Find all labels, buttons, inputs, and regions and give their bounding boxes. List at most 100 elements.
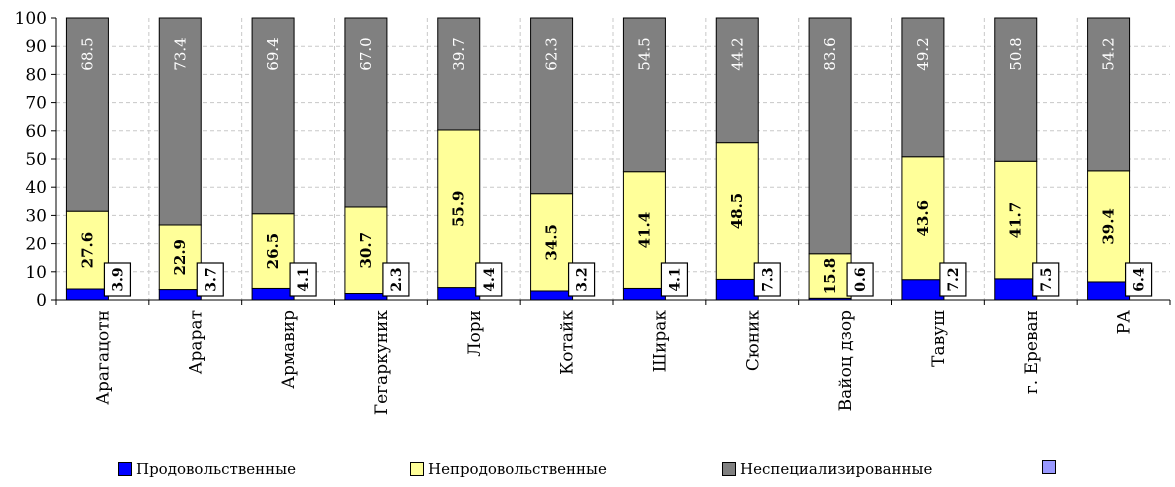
bar-nonspecialized xyxy=(622,17,666,173)
category-label: Тавуш xyxy=(929,310,949,367)
category-label: Лори xyxy=(465,310,485,357)
data-label-box-food xyxy=(846,262,874,297)
bar-nonspecialized xyxy=(901,17,945,158)
data-label-nonfood: 34.5 xyxy=(543,224,561,261)
bar-food xyxy=(251,287,295,301)
bar-nonspecialized xyxy=(437,17,481,131)
data-label-nonfood: 26.5 xyxy=(264,233,282,270)
data-label-nonspecialized: 50.8 xyxy=(1007,37,1025,70)
data-label-box-food xyxy=(382,262,410,297)
data-label-nonspecialized: 83.6 xyxy=(821,37,839,70)
bar-nonspecialized xyxy=(344,17,388,208)
legend-item-nonfood: Непродовольственные xyxy=(410,460,607,478)
bar-nonspecialized xyxy=(1087,17,1131,172)
data-label-nonfood: 15.8 xyxy=(821,258,839,295)
legend-label-food: Продовольственные xyxy=(136,460,296,478)
legend: Продовольственные Непродовольственные Не… xyxy=(0,460,1175,482)
y-tick-label: 10 xyxy=(25,263,47,283)
y-tick-label: 20 xyxy=(25,235,47,255)
legend-label-nonspecialized: Неспециализированные xyxy=(740,460,933,478)
data-label-nonspecialized: 39.7 xyxy=(450,37,468,70)
bar-food xyxy=(530,290,574,301)
bar-nonspecialized xyxy=(251,17,295,215)
legend-item-empty xyxy=(1042,460,1060,474)
bar-nonfood xyxy=(715,142,759,280)
bar-nonfood xyxy=(251,213,295,289)
bar-food xyxy=(715,278,759,301)
bar-food xyxy=(344,293,388,301)
data-label-box-food xyxy=(1032,262,1060,297)
bar-nonspecialized xyxy=(808,17,852,255)
bar-nonspecialized xyxy=(715,17,759,144)
y-tick-label: 30 xyxy=(25,206,47,226)
bar-nonfood xyxy=(65,210,109,290)
legend-swatch-nonspecialized xyxy=(722,462,736,476)
data-label-box-food xyxy=(289,262,317,297)
data-label-box-food xyxy=(660,262,689,297)
y-tick-label: 50 xyxy=(25,150,47,170)
data-label-nonspecialized: 44.2 xyxy=(728,37,746,70)
legend-label-nonfood: Непродовольственные xyxy=(428,460,607,478)
data-label-nonfood: 43.6 xyxy=(914,200,932,237)
bar-nonspecialized xyxy=(994,17,1038,162)
data-label-nonspecialized: 67.0 xyxy=(357,37,375,70)
y-tick-label: 60 xyxy=(25,122,47,142)
data-label-nonspecialized: 68.5 xyxy=(78,37,96,70)
data-label-food: 0.6 xyxy=(853,267,869,291)
legend-swatch-empty xyxy=(1042,460,1056,474)
data-label-nonfood: 41.4 xyxy=(635,212,653,249)
y-tick-label: 90 xyxy=(25,37,47,57)
category-label: Арарат xyxy=(186,310,206,374)
y-tick-label: 100 xyxy=(15,9,47,29)
bar-food xyxy=(1087,281,1131,301)
data-label-nonfood: 30.7 xyxy=(357,232,375,269)
data-label-food: 3.9 xyxy=(110,267,126,291)
y-tick-label: 70 xyxy=(25,94,47,114)
bar-nonfood xyxy=(901,156,945,281)
data-label-nonfood: 48.5 xyxy=(728,193,746,230)
data-label-nonspecialized: 54.2 xyxy=(1100,37,1118,70)
category-label: Гегаркуник xyxy=(372,310,392,416)
data-label-box-food xyxy=(567,262,596,297)
bar-nonfood xyxy=(530,193,574,292)
data-label-box-food xyxy=(753,262,781,297)
data-label-nonfood: 27.6 xyxy=(78,232,96,269)
data-label-box-food xyxy=(1124,262,1153,297)
bar-food xyxy=(901,279,945,301)
data-label-nonfood: 39.4 xyxy=(1100,208,1118,245)
y-tick-label: 40 xyxy=(25,178,47,198)
bar-food xyxy=(622,287,666,301)
legend-swatch-nonfood xyxy=(410,462,424,476)
category-label: Вайоц дзор xyxy=(836,310,856,412)
data-label-food: 6.4 xyxy=(1132,267,1148,292)
data-label-box-food xyxy=(939,262,967,297)
data-label-food: 4.1 xyxy=(296,267,312,291)
data-label-food: 3.7 xyxy=(203,267,219,291)
bar-nonfood xyxy=(344,206,388,295)
data-label-nonfood: 22.9 xyxy=(171,239,189,276)
data-label-nonfood: 41.7 xyxy=(1007,202,1025,239)
data-label-nonspecialized: 69.4 xyxy=(264,37,282,70)
y-tick-label: 80 xyxy=(25,65,47,85)
bar-food xyxy=(994,278,1038,301)
data-label-food: 2.3 xyxy=(389,267,405,291)
category-label: Армавир xyxy=(279,310,299,389)
data-label-box-food xyxy=(196,262,224,297)
data-label-nonspecialized: 49.2 xyxy=(914,37,932,70)
data-label-food: 7.3 xyxy=(760,267,776,291)
category-label: г. Ереван xyxy=(1022,310,1042,394)
category-label: Ширак xyxy=(650,310,670,373)
bar-nonfood xyxy=(158,224,202,291)
bar-nonspecialized xyxy=(65,17,109,212)
data-label-food: 3.2 xyxy=(575,267,591,291)
bar-food xyxy=(437,287,481,301)
bar-nonfood xyxy=(437,129,481,289)
legend-item-food: Продовольственные xyxy=(118,460,296,478)
bar-nonfood xyxy=(622,171,666,289)
data-label-food: 4.4 xyxy=(482,267,498,292)
y-tick-label: 0 xyxy=(36,291,47,311)
bar-nonspecialized xyxy=(530,17,574,195)
legend-swatch-food xyxy=(118,462,132,476)
data-label-nonspecialized: 62.3 xyxy=(543,37,561,70)
data-label-food: 7.2 xyxy=(946,267,962,291)
